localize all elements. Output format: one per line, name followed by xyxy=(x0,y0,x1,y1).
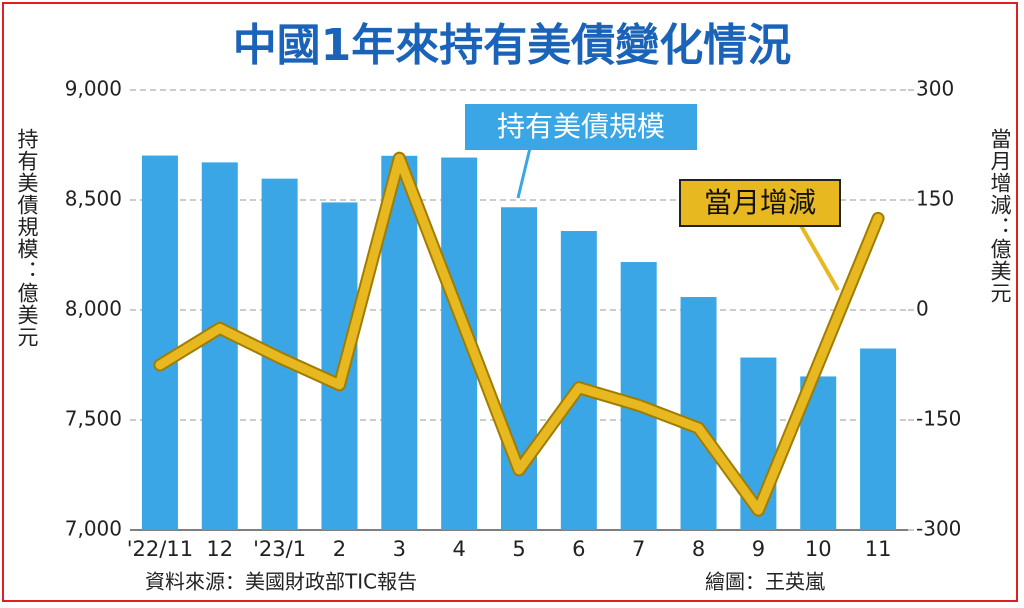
y-tick-label: 9,000 xyxy=(65,77,122,101)
y2-tick-label: 0 xyxy=(916,297,929,321)
y2-axis-title: 當月增減：億美元 xyxy=(988,128,1012,304)
bar xyxy=(560,231,597,530)
bar xyxy=(860,348,897,530)
bar xyxy=(201,162,238,530)
x-tick-label: 2 xyxy=(333,537,346,561)
legend-box xyxy=(465,104,697,150)
y2-tick-label: 300 xyxy=(916,77,954,101)
callout-pointer xyxy=(516,147,532,199)
x-tick-label: 8 xyxy=(692,537,705,561)
x-tick-label: 9 xyxy=(752,537,765,561)
legend-label: 持有美債規模 xyxy=(497,110,665,143)
x-tick-label: 10 xyxy=(805,537,832,561)
source: 資料來源：美國財政部TIC報告 xyxy=(145,570,417,594)
legend-label: 當月增減 xyxy=(704,186,816,219)
x-tick-label: 6 xyxy=(572,537,585,561)
y-tick-label: 7,500 xyxy=(65,407,122,431)
line xyxy=(155,153,883,515)
legend-box xyxy=(679,179,841,227)
y2-tick-label: -150 xyxy=(916,407,961,431)
bar xyxy=(141,155,178,530)
credit: 繪圖：王英嵐 xyxy=(705,570,825,594)
x-tick-label: 3 xyxy=(393,537,406,561)
frame xyxy=(2,2,1018,602)
y2-tick-label: -300 xyxy=(916,517,961,541)
x-tick-label: 4 xyxy=(452,537,465,561)
callout-pointer xyxy=(798,223,840,291)
y2-tick-label: 150 xyxy=(916,187,954,211)
y-tick-label: 8,000 xyxy=(65,297,122,321)
bar xyxy=(680,297,717,530)
x-tick-label: '23/1 xyxy=(253,537,306,561)
y-tick-label: 8,500 xyxy=(65,187,122,211)
y-tick-label: 7,000 xyxy=(65,517,122,541)
x-tick-label: 5 xyxy=(512,537,525,561)
x-tick-label: 11 xyxy=(865,537,892,561)
x-tick-label: 12 xyxy=(206,537,233,561)
x-tick-label: '22/11 xyxy=(127,537,193,561)
y-axis-title: 持有美債規模：億美元 xyxy=(15,128,39,348)
bar xyxy=(501,207,537,530)
chart-title: 中國1年來持有美債變化情況 xyxy=(233,20,792,71)
x-tick-label: 7 xyxy=(632,537,645,561)
